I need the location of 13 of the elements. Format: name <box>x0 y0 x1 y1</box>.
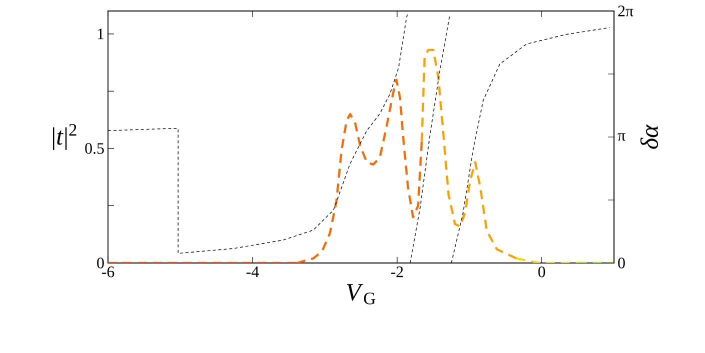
y2-axis-title: δα <box>640 124 658 149</box>
y-tick-label: 0 <box>97 258 104 268</box>
x-tick-label: -4 <box>246 266 259 278</box>
y-axis-title: |t|$^{2}$ <box>52 124 76 150</box>
x-axis-title: V$_{G}$ <box>346 284 376 304</box>
x-tick-label: 0 <box>538 266 546 278</box>
y-tick-label: 1 <box>98 28 104 40</box>
x-tick-label: -2 <box>391 266 403 278</box>
y2-tick-label: 2π <box>618 6 634 16</box>
y2-tick-label: π <box>618 133 626 141</box>
y-tick-label: 0.5 <box>85 143 104 154</box>
x-tick-label: -6 <box>102 266 114 278</box>
y2-tick-label: 0 <box>618 258 625 268</box>
